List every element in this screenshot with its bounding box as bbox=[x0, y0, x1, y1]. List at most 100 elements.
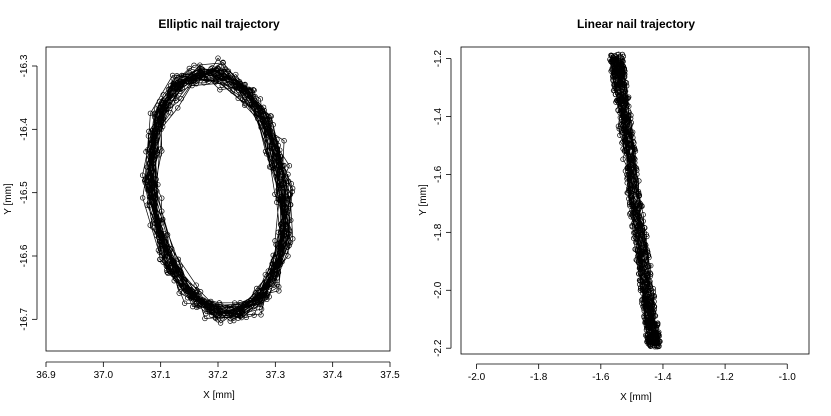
data-point bbox=[146, 202, 152, 208]
data-point bbox=[194, 72, 200, 78]
data-point bbox=[632, 246, 639, 252]
data-point bbox=[174, 85, 180, 92]
data-point bbox=[160, 216, 166, 222]
y-axis: -16.3 -16.4 -16.5 -16.6 -16.7 bbox=[19, 54, 38, 331]
data-point bbox=[204, 306, 210, 313]
data-point bbox=[197, 62, 203, 68]
data-point bbox=[193, 282, 199, 288]
data-point bbox=[616, 62, 623, 69]
data-point bbox=[647, 319, 653, 325]
data-point bbox=[237, 300, 243, 306]
data-point bbox=[625, 164, 631, 170]
data-point bbox=[275, 186, 281, 193]
data-point bbox=[625, 95, 631, 101]
data-point bbox=[146, 160, 153, 166]
data-point bbox=[282, 237, 288, 243]
series-trajectory bbox=[139, 55, 296, 326]
data-point bbox=[637, 253, 644, 259]
data-point bbox=[639, 300, 645, 307]
data-point bbox=[612, 73, 618, 79]
data-point bbox=[280, 218, 286, 224]
data-point bbox=[169, 92, 175, 98]
data-point bbox=[148, 184, 155, 190]
data-point bbox=[158, 104, 164, 111]
data-point bbox=[637, 271, 644, 277]
data-point bbox=[258, 301, 264, 308]
data-point bbox=[273, 241, 279, 248]
data-point bbox=[237, 306, 243, 312]
data-point bbox=[186, 65, 192, 72]
data-point bbox=[646, 254, 652, 261]
data-point bbox=[221, 78, 227, 84]
data-point bbox=[267, 156, 273, 162]
data-point bbox=[243, 300, 249, 307]
data-point bbox=[644, 333, 650, 339]
data-point bbox=[227, 318, 233, 324]
y-tick-label: -16.7 bbox=[19, 308, 30, 331]
data-point bbox=[642, 303, 649, 309]
data-point bbox=[617, 132, 623, 138]
data-point bbox=[198, 69, 204, 75]
data-point bbox=[279, 259, 285, 265]
data-point bbox=[642, 286, 649, 292]
data-point bbox=[290, 236, 296, 242]
data-point bbox=[233, 71, 239, 78]
data-point bbox=[279, 249, 285, 255]
data-point bbox=[150, 127, 156, 134]
data-point bbox=[266, 164, 273, 170]
data-point bbox=[286, 242, 292, 249]
x-axis-label: X [mm] bbox=[203, 390, 235, 401]
data-point bbox=[654, 320, 661, 327]
data-point bbox=[187, 70, 193, 76]
data-point bbox=[225, 304, 231, 311]
data-point bbox=[274, 136, 280, 143]
data-point bbox=[276, 284, 282, 290]
y-tick-label: -1.4 bbox=[433, 107, 444, 125]
data-point bbox=[180, 72, 186, 79]
data-point bbox=[242, 96, 248, 103]
data-point bbox=[647, 308, 653, 314]
data-point bbox=[633, 165, 640, 171]
data-point bbox=[634, 257, 640, 264]
data-point bbox=[208, 70, 214, 76]
data-point bbox=[160, 92, 166, 98]
data-point bbox=[218, 309, 224, 316]
data-point bbox=[181, 289, 187, 295]
data-point bbox=[271, 275, 277, 281]
data-point bbox=[144, 164, 150, 170]
data-point bbox=[618, 116, 625, 122]
chart-title: Linear nail trajectory bbox=[577, 17, 695, 31]
data-point bbox=[144, 202, 150, 208]
data-point bbox=[145, 187, 151, 193]
data-point bbox=[147, 110, 154, 116]
data-point bbox=[215, 67, 221, 74]
data-point bbox=[228, 310, 234, 317]
data-point bbox=[199, 66, 205, 72]
data-point bbox=[219, 82, 225, 88]
data-point bbox=[626, 200, 633, 206]
data-point bbox=[262, 124, 268, 131]
data-point bbox=[169, 268, 175, 274]
data-point bbox=[151, 149, 157, 156]
data-point bbox=[626, 128, 633, 134]
data-point bbox=[169, 72, 176, 79]
data-point bbox=[656, 338, 662, 345]
data-point bbox=[217, 87, 223, 93]
data-point bbox=[282, 204, 289, 210]
data-point bbox=[168, 254, 175, 261]
data-point bbox=[649, 332, 655, 338]
data-point bbox=[251, 87, 257, 93]
x-tick-label: 37.3 bbox=[266, 370, 286, 381]
x-tick-label: -1.4 bbox=[654, 372, 672, 383]
data-point bbox=[177, 269, 184, 275]
data-point bbox=[178, 96, 184, 102]
data-point bbox=[157, 242, 163, 248]
data-point bbox=[285, 253, 291, 259]
data-point bbox=[622, 147, 628, 154]
data-point bbox=[619, 92, 626, 98]
data-point bbox=[276, 178, 283, 185]
data-point bbox=[275, 229, 281, 235]
data-point bbox=[197, 289, 204, 295]
data-point bbox=[648, 262, 654, 269]
data-point bbox=[252, 93, 258, 100]
